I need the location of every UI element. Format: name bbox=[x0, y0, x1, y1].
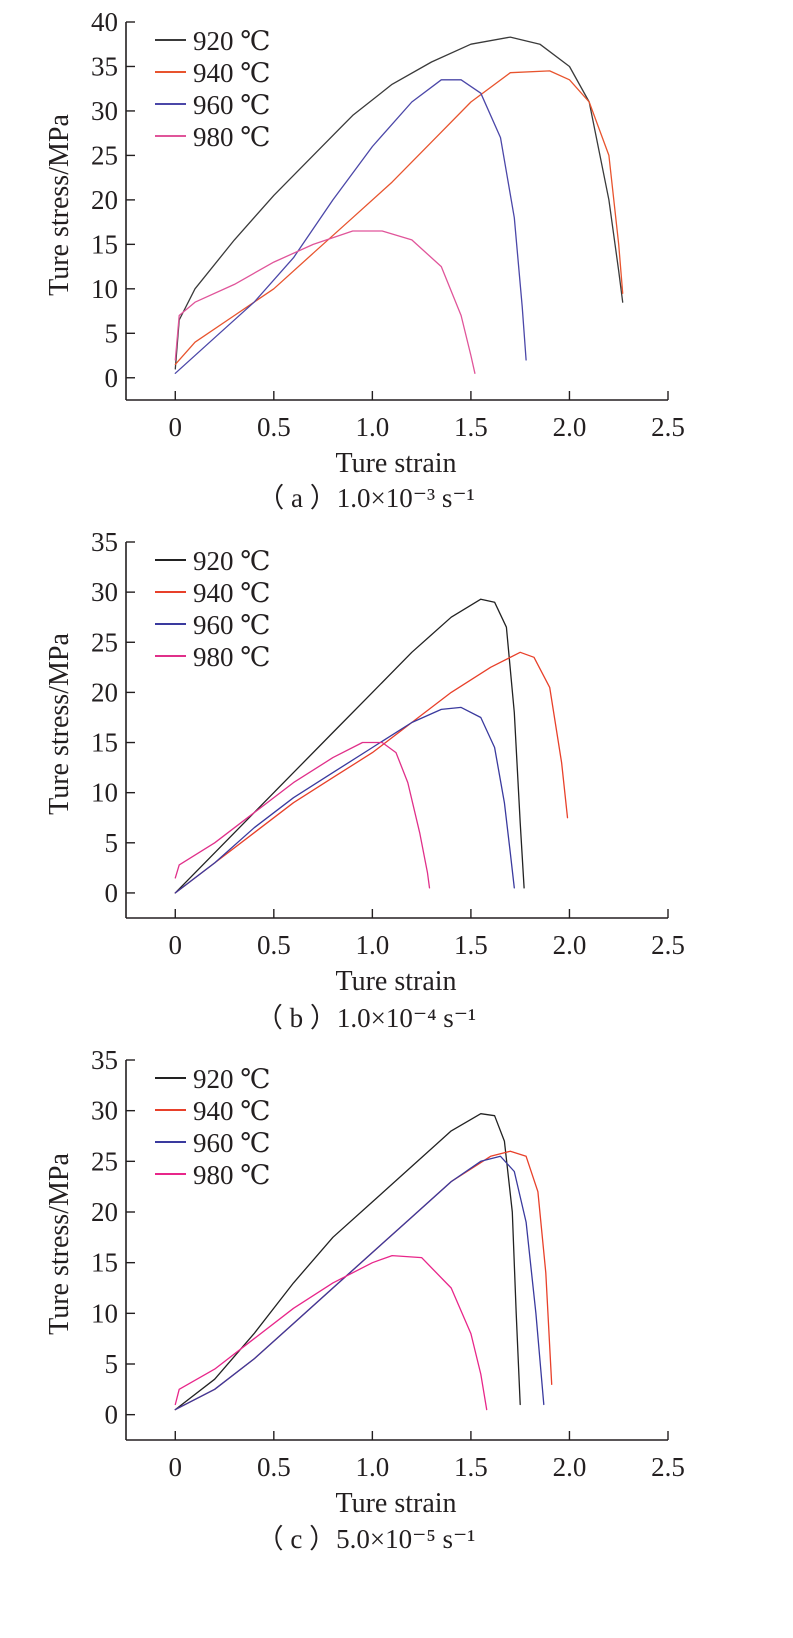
x-tick-label: 0 bbox=[169, 412, 183, 442]
x-tick-label: 0.5 bbox=[257, 930, 291, 960]
legend-label: 980 ℃ bbox=[193, 642, 270, 672]
y-tick-label: 10 bbox=[91, 1298, 118, 1328]
x-tick-label: 2.0 bbox=[553, 1452, 587, 1482]
x-tick-label: 1.5 bbox=[454, 412, 488, 442]
y-tick-label: 0 bbox=[105, 363, 119, 393]
x-tick-label: 2.0 bbox=[553, 930, 587, 960]
series-line-4 bbox=[174, 1254, 488, 1411]
y-tick-label: 15 bbox=[91, 728, 118, 758]
legend-label: 940 ℃ bbox=[193, 1096, 270, 1126]
y-tick-label: 10 bbox=[91, 274, 118, 304]
legend-label: 920 ℃ bbox=[193, 26, 270, 56]
y-axis-title: Ture stress/MPa bbox=[44, 114, 75, 296]
legend-label: 920 ℃ bbox=[193, 1064, 270, 1094]
y-tick-label: 25 bbox=[91, 627, 118, 657]
x-tick-label: 0 bbox=[169, 1452, 183, 1482]
y-tick-label: 0 bbox=[105, 878, 119, 908]
chart-panel-1: 0 5 10 15 20 25 30 35 40 0 0.5 1.0 1.5 2.0 2.5 Ture str… bbox=[44, 7, 685, 513]
x-tick-label: 1.0 bbox=[355, 930, 389, 960]
y-tick-label: 15 bbox=[91, 229, 118, 259]
panel-caption: （ c ）5.0×10⁻⁵ s⁻¹ bbox=[257, 1524, 476, 1554]
y-tick-label: 5 bbox=[105, 318, 119, 348]
y-tick-label: 5 bbox=[105, 1349, 119, 1379]
chart-panel-3: 0 5 10 15 20 25 30 35 0 0.5 1.0 1.5 2.0 2.5 Ture strai… bbox=[44, 1045, 685, 1554]
y-tick-label: 25 bbox=[91, 140, 118, 170]
legend-label: 940 ℃ bbox=[193, 58, 270, 88]
y-tick-label: 20 bbox=[91, 1197, 118, 1227]
y-tick-label: 20 bbox=[91, 677, 118, 707]
x-tick-label: 2.5 bbox=[651, 1452, 685, 1482]
x-axis-title: Ture strain bbox=[335, 966, 456, 997]
y-tick-label: 20 bbox=[91, 185, 118, 215]
legend-label: 960 ℃ bbox=[193, 1128, 270, 1158]
x-tick-label: 1.5 bbox=[454, 1452, 488, 1482]
x-axis-title: Ture strain bbox=[335, 448, 456, 479]
panel-caption: （ b ）1.0×10⁻⁴ s⁻¹ bbox=[256, 1003, 476, 1033]
x-tick-label: 1.0 bbox=[355, 1452, 389, 1482]
y-tick-label: 30 bbox=[91, 96, 118, 126]
legend-label: 980 ℃ bbox=[193, 122, 270, 152]
series-line-2 bbox=[174, 651, 569, 894]
x-tick-label: 2.5 bbox=[651, 930, 685, 960]
legend-label: 960 ℃ bbox=[193, 610, 270, 640]
series-line-4 bbox=[174, 230, 476, 374]
series-line-4 bbox=[174, 741, 431, 889]
series-line-3 bbox=[174, 706, 515, 894]
legend-label: 920 ℃ bbox=[193, 546, 270, 576]
y-tick-label: 30 bbox=[91, 1096, 118, 1126]
x-axis-title: Ture strain bbox=[335, 1488, 456, 1519]
series-line-1 bbox=[174, 36, 624, 370]
x-tick-label: 0.5 bbox=[257, 412, 291, 442]
x-tick-label: 2.5 bbox=[651, 412, 685, 442]
series-line-3 bbox=[174, 79, 527, 374]
x-tick-label: 1.0 bbox=[355, 412, 389, 442]
series-line-1 bbox=[174, 1113, 521, 1411]
y-tick-label: 0 bbox=[105, 1400, 119, 1430]
y-tick-label: 30 bbox=[91, 577, 118, 607]
series-line-1 bbox=[174, 598, 525, 894]
y-tick-label: 5 bbox=[105, 828, 119, 858]
x-tick-label: 0 bbox=[169, 930, 183, 960]
y-tick-label: 35 bbox=[91, 1045, 118, 1075]
y-tick-label: 35 bbox=[91, 527, 118, 557]
y-axis-title: Ture stress/MPa bbox=[44, 633, 75, 815]
legend-label: 960 ℃ bbox=[193, 90, 270, 120]
x-tick-label: 1.5 bbox=[454, 930, 488, 960]
y-tick-label: 25 bbox=[91, 1146, 118, 1176]
series-line-3 bbox=[174, 1155, 545, 1411]
legend-label: 940 ℃ bbox=[193, 578, 270, 608]
y-tick-label: 10 bbox=[91, 778, 118, 808]
legend-label: 980 ℃ bbox=[193, 1160, 270, 1190]
panel-caption: （ a ）1.0×10⁻³ s⁻¹ bbox=[257, 483, 474, 513]
x-tick-label: 2.0 bbox=[553, 412, 587, 442]
y-tick-label: 40 bbox=[91, 7, 118, 37]
y-axis-title: Ture stress/MPa bbox=[44, 1153, 75, 1335]
chart-panel-2: 0 5 10 15 20 25 30 35 0 0.5 1.0 1.5 2.0 2.5 Ture strai… bbox=[44, 527, 685, 1033]
x-tick-label: 0.5 bbox=[257, 1452, 291, 1482]
y-tick-label: 35 bbox=[91, 51, 118, 81]
y-tick-label: 15 bbox=[91, 1248, 118, 1278]
